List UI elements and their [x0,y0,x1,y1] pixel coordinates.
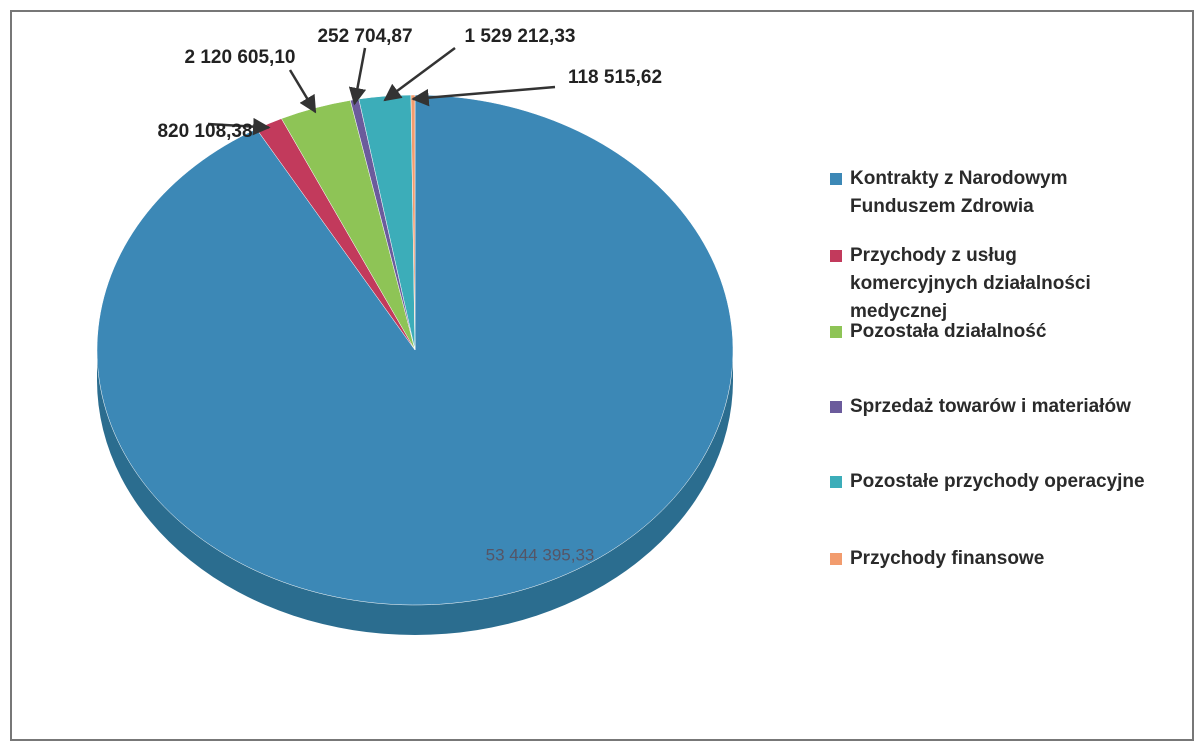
leader-line [288,69,317,114]
legend-swatch [830,173,842,185]
leader-line [383,46,456,102]
leader-line [348,47,367,106]
legend-swatch [830,401,842,413]
data-label: 252 704,87 [317,26,412,47]
data-label: 53 444 395,33 [486,545,595,564]
leader-line [207,117,271,136]
legend-entry: Kontrakty z Narodowym Funduszem Zdrowia [828,165,1110,221]
legend-swatch [830,250,842,262]
legend-entry: Przychody finansowe [828,545,1202,573]
leader-line [411,85,556,107]
legend-label: Pozostałe przychody operacyjne [850,471,1145,492]
legend-label: Przychody z usług komercyjnych działalno… [850,245,1091,322]
legend-entry: Sprzedaż towarów i materiałów [828,393,1202,421]
legend-entry: Pozostała działalność [828,318,1202,346]
legend-entry: Pozostałe przychody operacyjne [828,468,1202,496]
data-label: 820 108,38 [157,121,252,142]
legend-entry: Przychody z usług komercyjnych działalno… [828,242,1110,326]
data-label: 2 120 605,10 [185,47,296,68]
legend-swatch [830,476,842,488]
legend-label: Przychody finansowe [850,548,1045,569]
data-label: 1 529 212,33 [465,26,576,47]
data-label: 118 515,62 [568,67,662,88]
legend-label: Kontrakty z Narodowym Funduszem Zdrowia [850,168,1068,217]
legend-label: Sprzedaż towarów i materiałów [850,396,1131,417]
legend-swatch [830,553,842,565]
legend-swatch [830,326,842,338]
legend-label: Pozostała działalność [850,321,1047,342]
